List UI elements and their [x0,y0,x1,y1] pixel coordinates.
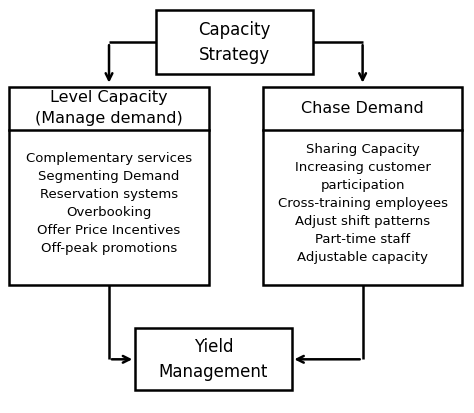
FancyBboxPatch shape [9,87,209,285]
Text: Capacity
Strategy: Capacity Strategy [199,21,271,64]
Text: Level Capacity
(Manage demand): Level Capacity (Manage demand) [35,90,183,126]
FancyBboxPatch shape [135,328,292,390]
Text: Sharing Capacity
Increasing customer
participation
Cross-training employees
Adju: Sharing Capacity Increasing customer par… [278,143,447,264]
Text: Yield
Management: Yield Management [159,338,268,381]
Text: Complementary services
Segmenting Demand
Reservation systems
Overbooking
Offer P: Complementary services Segmenting Demand… [26,152,192,255]
FancyBboxPatch shape [156,10,313,74]
FancyBboxPatch shape [263,87,462,285]
Text: Chase Demand: Chase Demand [301,101,424,116]
